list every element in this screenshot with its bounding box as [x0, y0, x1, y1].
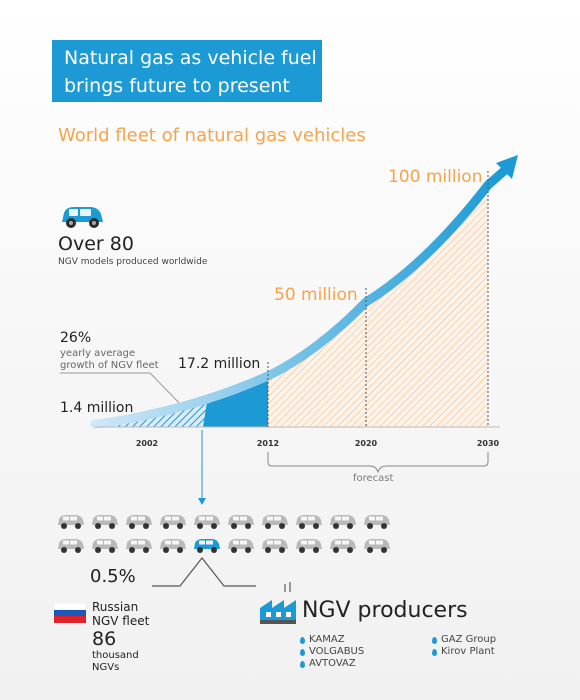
- russia-count-caption: thousand NGVs: [92, 650, 139, 674]
- growth-leader-line: [60, 372, 189, 413]
- car-icon: [126, 539, 152, 553]
- data-label-2030: 100 million: [388, 167, 482, 187]
- title-banner: Natural gas as vehicle fuel brings futur…: [52, 40, 322, 102]
- producers-col-1: KAMAZ VOLGABUS AVTOVAZ: [300, 634, 364, 670]
- gas-drop-icon: [432, 636, 437, 644]
- producer-item: GAZ Group: [432, 634, 496, 646]
- car-icon: [160, 539, 186, 553]
- russia-flag-icon: [54, 603, 86, 623]
- russia-count-caption-1: thousand: [92, 650, 139, 661]
- forecast-area: [268, 185, 488, 427]
- gas-drop-icon: [432, 648, 437, 656]
- producer-name: VOLGABUS: [309, 646, 365, 657]
- car-icon: [262, 515, 288, 529]
- car-icon: [228, 515, 254, 529]
- producer-item: VOLGABUS: [300, 646, 364, 658]
- car-icon: [262, 539, 288, 553]
- car-icon: [92, 515, 118, 529]
- producer-name: GAZ Group: [441, 634, 497, 645]
- title-line-2: brings future to present: [64, 75, 290, 97]
- car-icon: [126, 515, 152, 529]
- producer-name: KAMAZ: [309, 634, 345, 645]
- russia-label: Russian NGV fleet: [92, 600, 149, 628]
- russia-count: 86: [92, 628, 117, 650]
- producers-col-2: GAZ Group Kirov Plant: [432, 634, 496, 658]
- car-icon: [160, 515, 186, 529]
- russia-label-1: Russian: [92, 600, 139, 614]
- car-icon: [296, 515, 322, 529]
- title-line-1: Natural gas as vehicle fuel: [64, 47, 317, 69]
- car-icon: [364, 539, 390, 553]
- models-headline: Over 80: [58, 233, 134, 255]
- data-label-2020: 50 million: [274, 285, 358, 305]
- russia-count-caption-2: NGVs: [92, 662, 120, 673]
- forecast-bracket: [267, 452, 489, 474]
- russia-share: 0.5%: [90, 566, 136, 587]
- chart-subtitle: World fleet of natural gas vehicles: [58, 125, 366, 146]
- car-icon: [330, 539, 356, 553]
- producer-item: AVTOVAZ: [300, 658, 364, 670]
- producer-item: KAMAZ: [300, 634, 364, 646]
- russia-label-2: NGV fleet: [92, 614, 150, 628]
- zoom-arrowhead: [198, 498, 206, 505]
- growth-percent: 26%: [60, 330, 92, 346]
- producers-title: NGV producers: [302, 598, 468, 623]
- data-label-2002: 1.4 million: [60, 400, 133, 416]
- gas-drop-icon: [300, 648, 305, 656]
- growth-caption-1: yearly average: [60, 348, 136, 359]
- car-icon: [296, 539, 322, 553]
- x-tick-label-2030: 2030: [477, 439, 500, 448]
- gas-drop-icon: [300, 660, 305, 668]
- factory-icon: [260, 582, 296, 624]
- growth-caption-2: growth of NGV fleet: [60, 360, 159, 371]
- car-icon: [194, 515, 220, 529]
- share-leader-line: [152, 557, 256, 587]
- producer-name: Kirov Plant: [441, 646, 495, 657]
- forecast-label: forecast: [353, 473, 394, 484]
- car-icon: [58, 539, 84, 553]
- gas-drop-icon: [300, 636, 305, 644]
- x-tick-label-2002: 2002: [136, 439, 158, 448]
- producer-name: AVTOVAZ: [309, 658, 356, 669]
- car-icon: [330, 515, 356, 529]
- car-icon-highlighted: [194, 539, 220, 553]
- models-caption: NGV models produced worldwide: [58, 257, 208, 267]
- car-icon: [92, 539, 118, 553]
- data-label-2012: 17.2 million: [178, 356, 260, 372]
- car-grid: [56, 512, 406, 554]
- x-tick-label-2012: 2012: [257, 439, 279, 448]
- car-icon: [228, 539, 254, 553]
- car-icon: [62, 207, 103, 228]
- fleet-chart: 2002 2012 2020 2030 1.4 million 17.2 million 5…: [60, 155, 518, 505]
- x-tick-label-2020: 2020: [355, 439, 378, 448]
- car-icon: [58, 515, 84, 529]
- producer-item: Kirov Plant: [432, 646, 496, 658]
- curve-arrowhead: [496, 155, 518, 179]
- history-area-recent: [203, 376, 268, 427]
- fleet-curve: [90, 166, 509, 429]
- car-icon: [364, 515, 390, 529]
